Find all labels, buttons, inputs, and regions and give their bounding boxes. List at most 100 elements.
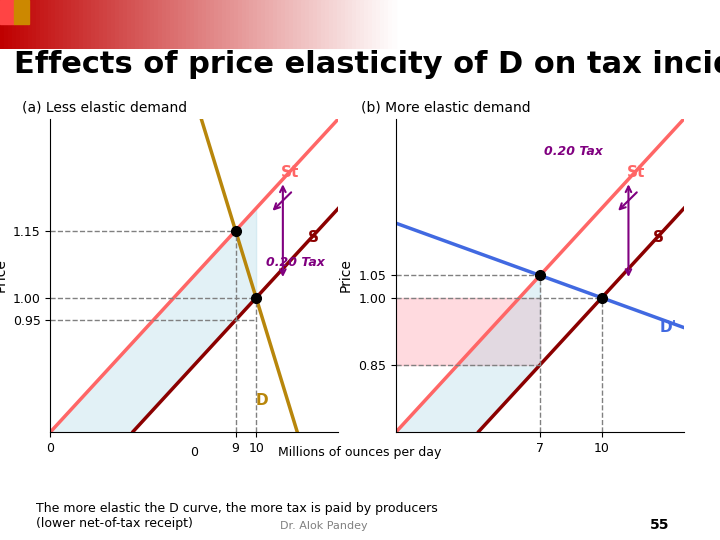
Bar [301,0,305,49]
Text: S: S [653,230,664,245]
Bar [388,0,392,49]
Bar [274,0,277,49]
Bar [150,0,155,49]
Bar [16,0,20,49]
Bar [202,0,206,49]
Bar [361,0,364,49]
Bar [119,0,123,49]
Text: St: St [281,165,300,180]
Bar [198,0,202,49]
Bar [364,0,369,49]
Text: D': D' [660,320,677,335]
Bar [60,0,63,49]
Bar [258,0,261,49]
Bar [313,0,317,49]
Bar [20,0,24,49]
Bar [246,0,250,49]
Bar [0,0,4,49]
Bar [103,0,107,49]
Bar [138,0,143,49]
Bar [14,0,29,24]
Bar [250,0,253,49]
Bar [143,0,147,49]
Bar [269,0,274,49]
Bar [68,0,71,49]
Bar [63,0,68,49]
Bar [222,0,226,49]
Bar [206,0,210,49]
Bar [317,0,321,49]
Y-axis label: Price: Price [0,259,7,292]
Bar [214,0,218,49]
Text: 0.20 Tax: 0.20 Tax [544,145,603,158]
Bar [87,0,91,49]
Bar [376,0,380,49]
Bar [158,0,163,49]
Bar [44,0,48,49]
Bar [380,0,384,49]
Text: Millions of ounces per day: Millions of ounces per day [279,446,441,460]
Bar [8,0,12,49]
Bar [190,0,194,49]
Bar [179,0,182,49]
Text: St: St [626,165,645,180]
Bar [285,0,289,49]
Bar [135,0,139,49]
Bar [182,0,186,49]
Bar [369,0,372,49]
Text: S: S [307,230,318,245]
Bar [372,0,376,49]
Text: (b) More elastic demand: (b) More elastic demand [361,101,531,115]
Bar [210,0,214,49]
Text: 0.20 Tax: 0.20 Tax [266,256,325,269]
Bar [392,0,396,49]
Bar [0,0,14,24]
Text: (a) Less elastic demand: (a) Less elastic demand [22,101,186,115]
Bar [233,0,238,49]
Bar [52,0,55,49]
Bar [186,0,190,49]
Bar [333,0,337,49]
Text: The more elastic the D curve, the more tax is paid by producers
(lower net-of-ta: The more elastic the D curve, the more t… [36,502,438,530]
Bar [24,0,27,49]
Bar [115,0,119,49]
Bar [305,0,309,49]
Bar [194,0,198,49]
Bar [91,0,95,49]
Bar [348,0,353,49]
Bar [71,0,76,49]
Bar [48,0,52,49]
Bar [384,0,388,49]
Bar [122,0,127,49]
Bar [111,0,115,49]
Text: 55: 55 [650,518,670,532]
Bar [226,0,230,49]
Bar [293,0,297,49]
Bar [99,0,103,49]
Bar [127,0,131,49]
Text: Effects of price elasticity of D on tax incidence: Effects of price elasticity of D on tax … [14,50,720,79]
Bar [95,0,99,49]
Bar [218,0,222,49]
Bar [261,0,265,49]
Text: 0: 0 [190,446,199,460]
Bar [297,0,301,49]
Bar [337,0,341,49]
Bar [253,0,258,49]
Bar [238,0,242,49]
Bar [76,0,79,49]
Y-axis label: Price: Price [338,259,353,292]
Bar [174,0,179,49]
Bar [147,0,150,49]
Bar [163,0,166,49]
Bar [266,0,269,49]
Bar [84,0,87,49]
Bar [12,0,16,49]
Bar [40,0,44,49]
Bar [28,0,32,49]
Bar [230,0,233,49]
Bar [79,0,84,49]
Text: D: D [256,393,269,408]
Bar [32,0,36,49]
Bar [345,0,348,49]
